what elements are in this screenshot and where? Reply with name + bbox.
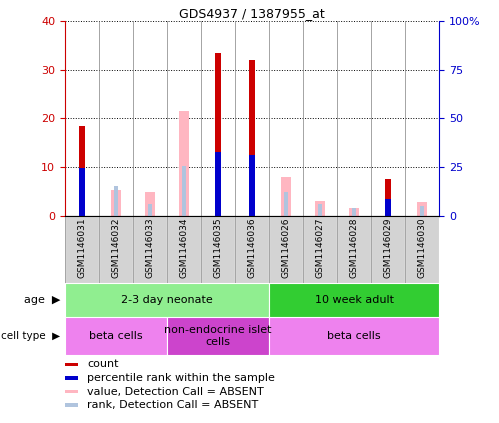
Bar xyxy=(269,283,439,317)
Bar xyxy=(281,177,291,216)
Bar xyxy=(318,203,322,216)
Text: count: count xyxy=(87,359,119,369)
Text: GSM1146031: GSM1146031 xyxy=(77,218,86,278)
Bar xyxy=(79,168,85,216)
Bar xyxy=(65,376,78,380)
Bar xyxy=(385,179,391,216)
Bar xyxy=(371,216,405,283)
Bar xyxy=(269,216,303,283)
Bar xyxy=(145,192,155,216)
Text: GSM1146029: GSM1146029 xyxy=(384,218,393,278)
Bar xyxy=(167,216,201,283)
Bar xyxy=(65,317,167,355)
Bar xyxy=(65,216,99,283)
Bar xyxy=(249,60,255,216)
Bar xyxy=(349,208,359,216)
Bar xyxy=(182,166,186,216)
Bar xyxy=(284,192,288,216)
Text: GSM1146033: GSM1146033 xyxy=(145,218,154,278)
Text: rank, Detection Call = ABSENT: rank, Detection Call = ABSENT xyxy=(87,400,258,410)
Bar xyxy=(99,216,133,283)
Bar xyxy=(420,206,424,216)
Bar xyxy=(65,390,78,393)
Text: GSM1146034: GSM1146034 xyxy=(180,218,189,278)
Bar xyxy=(303,216,337,283)
Text: GSM1146026: GSM1146026 xyxy=(281,218,290,278)
Bar xyxy=(65,283,269,317)
Bar xyxy=(79,126,85,216)
Text: GSM1146036: GSM1146036 xyxy=(248,218,256,278)
Text: beta cells: beta cells xyxy=(327,331,381,341)
Bar xyxy=(269,317,439,355)
Bar xyxy=(385,199,391,216)
Bar xyxy=(148,203,152,216)
Bar xyxy=(133,216,167,283)
Text: 10 week adult: 10 week adult xyxy=(314,295,394,305)
Bar xyxy=(249,155,255,216)
Text: GSM1146035: GSM1146035 xyxy=(214,218,223,278)
Text: 2-3 day neonate: 2-3 day neonate xyxy=(121,295,213,305)
Bar xyxy=(215,53,221,216)
Bar xyxy=(215,153,221,216)
Bar xyxy=(417,202,427,216)
Bar xyxy=(352,208,356,216)
Text: percentile rank within the sample: percentile rank within the sample xyxy=(87,373,275,383)
Bar xyxy=(114,186,118,216)
Bar xyxy=(337,216,371,283)
Bar xyxy=(405,216,439,283)
Bar xyxy=(65,363,78,366)
Text: GSM1146030: GSM1146030 xyxy=(418,218,427,278)
Text: cell type  ▶: cell type ▶ xyxy=(1,331,60,341)
Bar xyxy=(235,216,269,283)
Title: GDS4937 / 1387955_at: GDS4937 / 1387955_at xyxy=(179,7,325,20)
Text: value, Detection Call = ABSENT: value, Detection Call = ABSENT xyxy=(87,387,264,396)
Bar xyxy=(179,111,189,216)
Text: non-endocrine islet
cells: non-endocrine islet cells xyxy=(164,325,272,347)
Bar xyxy=(167,317,269,355)
Text: age  ▶: age ▶ xyxy=(23,295,60,305)
Text: beta cells: beta cells xyxy=(89,331,143,341)
Bar xyxy=(111,190,121,216)
Text: GSM1146028: GSM1146028 xyxy=(350,218,359,278)
Text: GSM1146032: GSM1146032 xyxy=(111,218,120,278)
Bar xyxy=(201,216,235,283)
Bar xyxy=(315,201,325,216)
Text: GSM1146027: GSM1146027 xyxy=(315,218,324,278)
Bar xyxy=(65,404,78,407)
